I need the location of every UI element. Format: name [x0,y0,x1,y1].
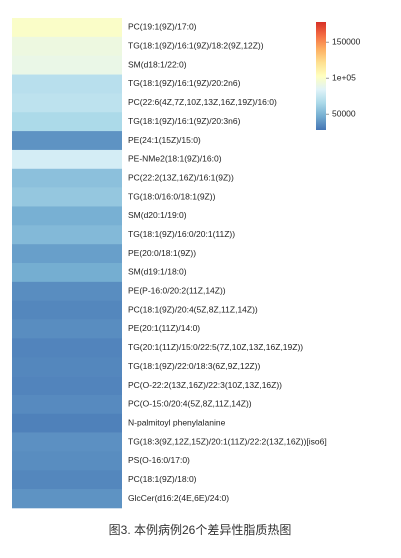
heatmap-cell [12,225,122,245]
row-label: PC(O-22:2(13Z,16Z)/22:3(10Z,13Z,16Z)) [128,380,282,390]
heatmap-cell [12,413,122,433]
row-label: TG(20:1(11Z)/15:0/22:5(7Z,10Z,13Z,16Z,19… [128,342,303,352]
heatmap-cell [12,263,122,283]
row-label: PS(O-16:0/17:0) [128,455,190,465]
colorbar-tick-label: 50000 [332,108,356,118]
row-label: PE(24:1(15Z)/15:0) [128,135,201,145]
heatmap-cell [12,149,122,170]
row-label: TG(18:1(9Z)/16:1(9Z)/18:2(9Z,12Z)) [128,41,264,51]
heatmap-cell [12,338,122,358]
heatmap-cell [12,281,122,301]
row-label: TG(18:0/16:0/18:1(9Z)) [128,191,216,201]
heatmap-cell [12,206,122,226]
heatmap-cell [12,244,122,264]
colorbar-tick-label: 150000 [332,36,361,46]
heatmap-cell [12,187,122,207]
heatmap-cell [12,93,122,113]
row-label: TG(18:1(9Z)/16:1(9Z)/20:2n6) [128,78,241,88]
row-label: SM(d18:1/22:0) [128,59,187,69]
heatmap-cell [12,470,122,490]
row-label: PE-NMe2(18:1(9Z)/16:0) [128,154,222,164]
heatmap-cell [12,357,122,377]
heatmap-cell [12,451,122,471]
chart-title: 图3. 本例病例26个差异性脂质热图 [109,522,292,537]
row-label: PC(O-15:0/20:4(5Z,8Z,11Z,14Z)) [128,399,252,409]
row-label: GlcCer(d16:2(4E,6E)/24:0) [128,493,229,503]
row-label: TG(18:1(9Z)/16:0/20:1(11Z)) [128,229,235,239]
heatmap-cell [12,394,122,415]
row-label: SM(d20:1/19:0) [128,210,187,220]
colorbar [316,22,326,130]
heatmap-cell [12,55,122,75]
heatmap-cell [12,112,122,132]
heatmap-cell [12,131,122,151]
heatmap-cell [12,432,122,452]
row-label: PC(18:1(9Z)/18:0) [128,474,197,484]
row-label: TG(18:1(9Z)/16:1(9Z)/20:3n6) [128,116,241,126]
row-label: PC(18:1(9Z)/20:4(5Z,8Z,11Z,14Z)) [128,304,258,314]
row-label: PE(20:1(11Z)/14:0) [128,323,200,333]
colorbar-tick-label: 1e+05 [332,72,356,82]
row-label: PC(19:1(9Z)/17:0) [128,22,197,32]
heatmap-cell [12,18,122,38]
heatmap-cell [12,74,122,94]
row-label: PE(20:0/18:1(9Z)) [128,248,196,258]
row-label: SM(d19:1/18:0) [128,267,187,277]
row-label: PC(22:2(13Z,16Z)/16:1(9Z)) [128,172,234,182]
row-label: PC(22:6(4Z,7Z,10Z,13Z,16Z,19Z)/16:0) [128,97,277,107]
heatmap-cell [12,319,122,339]
heatmap-cell [12,300,122,320]
heatmap-cell [12,376,122,396]
heatmap-cell [12,489,122,509]
row-label: TG(18:3(9Z,12Z,15Z)/20:1(11Z)/22:2(13Z,1… [128,436,327,446]
heatmap-cell [12,36,122,56]
row-label: N-palmitoyl phenylalanine [128,417,226,427]
row-label: PE(P-16:0/20:2(11Z,14Z)) [128,286,226,296]
row-label: TG(18:1(9Z)/22:0/18:3(6Z,9Z,12Z)) [128,361,260,371]
heatmap-cell [12,168,122,188]
